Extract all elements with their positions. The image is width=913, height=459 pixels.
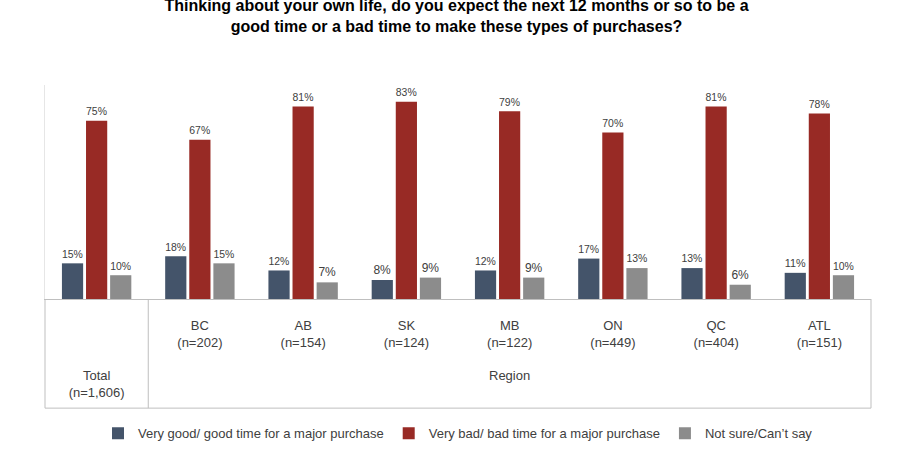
- svg-text:12%: 12%: [475, 256, 496, 267]
- svg-text:Not sure/Can’t say: Not sure/Can’t say: [705, 426, 812, 441]
- svg-text:7%: 7%: [318, 265, 336, 279]
- svg-text:Thinking about your own life,: Thinking about your own life, do you exp…: [164, 0, 748, 35]
- svg-text:78%: 78%: [809, 99, 830, 110]
- svg-text:81%: 81%: [293, 92, 314, 103]
- svg-text:10%: 10%: [833, 261, 854, 272]
- svg-text:15%: 15%: [62, 249, 83, 260]
- svg-text:13%: 13%: [626, 253, 647, 264]
- svg-text:17%: 17%: [578, 244, 599, 255]
- svg-text:Very bad/ bad time for a major: Very bad/ bad time for a major purchase: [429, 426, 660, 441]
- svg-text:11%: 11%: [785, 257, 806, 269]
- svg-text:ATL(n=151): ATL(n=151): [797, 318, 842, 350]
- svg-text:Very good/ good time for a maj: Very good/ good time for a major purchas…: [138, 426, 384, 441]
- svg-text:BC(n=202): BC(n=202): [177, 318, 222, 350]
- svg-text:Total(n=1,606): Total(n=1,606): [69, 368, 125, 400]
- svg-text:12%: 12%: [268, 256, 289, 267]
- svg-text:13%: 13%: [681, 253, 702, 264]
- svg-text:8%: 8%: [373, 263, 391, 277]
- svg-text:9%: 9%: [525, 261, 543, 275]
- svg-text:10%: 10%: [110, 261, 131, 272]
- svg-text:81%: 81%: [706, 92, 727, 103]
- svg-text:18%: 18%: [165, 242, 186, 253]
- svg-text:AB(n=154): AB(n=154): [281, 318, 326, 350]
- svg-text:67%: 67%: [189, 125, 210, 136]
- svg-text:75%: 75%: [86, 106, 107, 117]
- svg-text:MB(n=122): MB(n=122): [487, 318, 532, 350]
- svg-text:79%: 79%: [499, 97, 520, 108]
- svg-text:SK(n=124): SK(n=124): [384, 318, 429, 350]
- svg-text:Region: Region: [489, 368, 530, 383]
- svg-text:83%: 83%: [396, 87, 417, 98]
- svg-text:ON(n=449): ON(n=449): [590, 318, 635, 350]
- svg-text:70%: 70%: [602, 118, 623, 129]
- svg-text:6%: 6%: [731, 268, 749, 282]
- svg-text:15%: 15%: [213, 249, 234, 260]
- svg-text:QC(n=404): QC(n=404): [694, 318, 739, 350]
- svg-text:9%: 9%: [422, 261, 440, 275]
